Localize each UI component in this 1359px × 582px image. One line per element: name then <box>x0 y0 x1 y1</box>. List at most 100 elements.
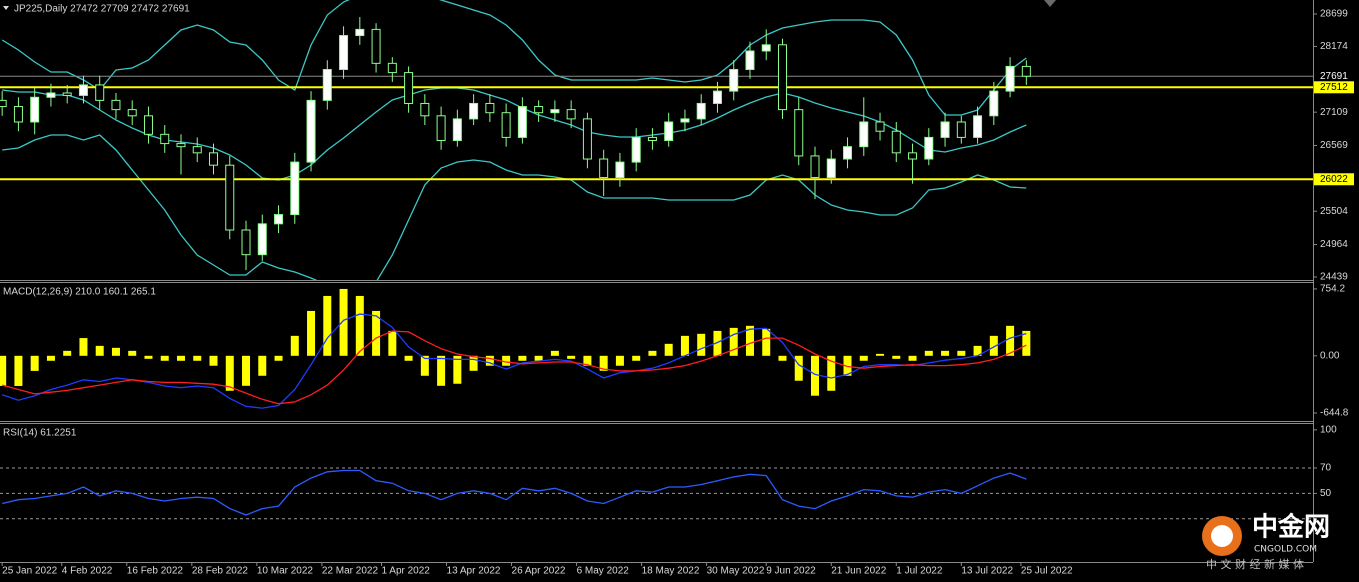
histogram-bar <box>908 355 917 361</box>
histogram-bar <box>1006 325 1015 356</box>
histogram-bar <box>355 295 364 356</box>
bollinger-band <box>2 87 1027 181</box>
candle-body <box>306 99 316 163</box>
candle-body <box>30 96 40 123</box>
panel-title: MACD(12,26,9) 210.0 160.1 265.1 <box>3 287 156 298</box>
x-tick-label: 21 Jun 2022 <box>831 566 886 577</box>
histogram-bar <box>225 355 234 391</box>
level-label-box <box>1314 173 1354 186</box>
y-tick-label: -644.8 <box>1320 408 1349 419</box>
candle-body <box>826 158 836 179</box>
candle-body <box>339 35 349 71</box>
candle-body <box>387 62 397 74</box>
macd-line <box>2 330 1027 405</box>
y-tick-label: 100 <box>1320 424 1337 435</box>
histogram-bar <box>372 310 381 356</box>
x-tick-label: 18 May 2022 <box>642 566 700 577</box>
x-tick-label: 28 Feb 2022 <box>192 566 249 577</box>
y-tick-label: 70 <box>1320 463 1332 474</box>
y-tick-label: 24439 <box>1320 272 1348 283</box>
histogram-bar <box>420 355 429 376</box>
y-tick-label: 50 <box>1320 488 1332 499</box>
watermark-tagline: 中 文 财 经 新 媒 体 <box>1206 557 1304 571</box>
x-tick-label: 30 May 2022 <box>707 566 765 577</box>
histogram-bar <box>144 355 153 359</box>
histogram-bar <box>323 295 332 356</box>
histogram-bar <box>209 355 218 366</box>
candle-body <box>436 115 446 141</box>
histogram-bar <box>193 355 202 361</box>
histogram-bar <box>176 355 185 361</box>
candle-body <box>859 121 869 148</box>
candle-body <box>647 136 657 141</box>
candle-body <box>761 44 771 52</box>
frame <box>0 0 1314 563</box>
rsi-line <box>2 469 1027 516</box>
y-tick-label: 24964 <box>1320 239 1348 250</box>
x-tick-label: 25 Jul 2022 <box>1021 566 1073 577</box>
y-tick-label: 26569 <box>1320 140 1348 151</box>
candle-body <box>1021 65 1031 77</box>
candle-body <box>160 133 170 145</box>
candle-body <box>924 136 934 160</box>
histogram-bar <box>843 355 852 376</box>
candle-body <box>745 50 755 71</box>
candle-body <box>241 229 251 256</box>
candle-body <box>582 118 592 160</box>
candle-body <box>371 28 381 64</box>
candle-body <box>111 99 121 111</box>
watermark-name: 中金网 <box>1252 512 1330 543</box>
candle-body <box>257 223 267 256</box>
histogram-bar <box>941 350 950 356</box>
candle-body <box>599 158 609 179</box>
histogram-bar <box>63 350 72 356</box>
y-tick-label: 28174 <box>1320 41 1348 52</box>
candle-body <box>908 152 918 160</box>
candle-body <box>452 118 462 141</box>
candle-body <box>631 136 641 163</box>
candle-body <box>680 118 690 123</box>
level-label: 26022 <box>1320 174 1348 185</box>
panel-title: RSI(14) 61.2251 <box>3 428 77 439</box>
candle-body <box>355 28 365 37</box>
histogram-bar <box>729 327 738 356</box>
histogram-bar <box>583 355 592 366</box>
histogram-bar <box>274 355 283 361</box>
scroll-marker <box>1044 0 1056 7</box>
candle-body <box>13 106 23 123</box>
histogram-bar <box>599 355 608 371</box>
candle-body <box>956 121 966 138</box>
candle-body <box>225 164 235 231</box>
histogram-bar <box>258 355 267 376</box>
candle-body <box>46 92 56 98</box>
candle-body <box>95 84 105 101</box>
candle-body <box>777 44 787 111</box>
candle-body <box>534 106 544 114</box>
x-tick-label: 13 Apr 2022 <box>447 566 501 577</box>
bollinger-band <box>2 134 1027 280</box>
x-tick-label: 13 Jul 2022 <box>961 566 1013 577</box>
histogram-bar <box>307 310 316 356</box>
histogram-bar <box>453 355 462 384</box>
x-tick-label: 10 Mar 2022 <box>257 566 314 577</box>
candle-body <box>843 146 853 160</box>
histogram-bar <box>502 355 511 366</box>
histogram-bar <box>632 355 641 361</box>
x-tick-label: 1 Jul 2022 <box>896 566 943 577</box>
candle-body <box>469 102 479 120</box>
candle-body <box>989 90 999 117</box>
histogram-bar <box>615 355 624 366</box>
candle-body <box>322 69 332 101</box>
panel <box>1 0 1027 280</box>
histogram-bar <box>778 355 787 361</box>
x-tick-label: 26 Apr 2022 <box>512 566 566 577</box>
watermark: 中金网 CNGOLD.COM 中 文 财 经 新 媒 体 <box>1202 512 1330 571</box>
histogram-bar <box>1022 330 1031 356</box>
histogram-bar <box>339 288 348 356</box>
candle-body <box>290 161 300 216</box>
panel <box>0 467 1313 520</box>
candle-body <box>566 109 576 120</box>
